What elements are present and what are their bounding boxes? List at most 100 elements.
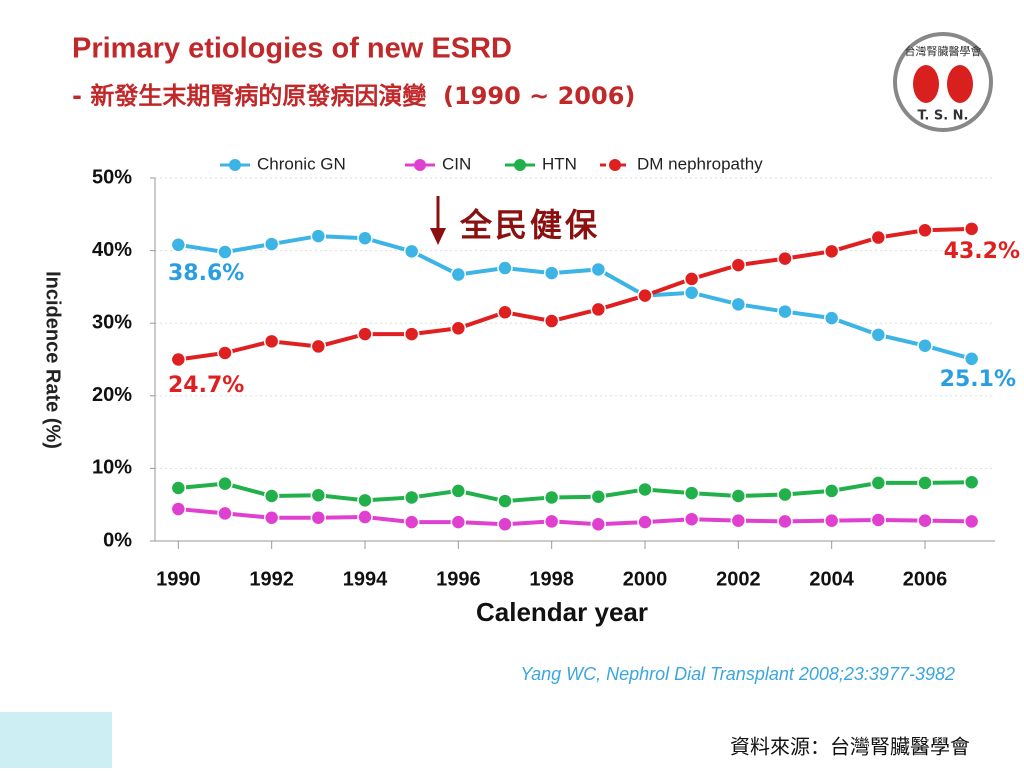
data-point	[777, 513, 793, 530]
data-point	[217, 244, 233, 260]
data-point	[870, 327, 887, 343]
annotation: 25.1%	[940, 367, 1016, 392]
data-point	[450, 483, 467, 499]
annotation-arrowhead	[430, 228, 446, 245]
data-point	[263, 510, 280, 526]
data-point	[917, 512, 933, 529]
legend-label: HTN	[542, 154, 577, 173]
citation: Yang WC, Nephrol Dial Transplant 2008;23…	[520, 664, 955, 684]
data-point	[497, 516, 513, 533]
data-point	[543, 489, 560, 506]
x-tick-label: 1998	[529, 568, 574, 590]
series-line	[178, 226, 972, 362]
data-point	[963, 513, 980, 530]
y-axis-label: Incidence Rate (%)	[42, 271, 64, 449]
data-point	[683, 271, 700, 287]
data-point	[450, 266, 467, 283]
data-point	[730, 512, 747, 529]
data-point	[497, 260, 513, 276]
data-point	[590, 488, 607, 505]
data-point	[730, 257, 747, 273]
data-point	[217, 345, 233, 361]
data-point	[917, 222, 933, 239]
legend-marker	[514, 159, 526, 171]
data-point	[403, 489, 420, 506]
corner-decoration	[0, 712, 112, 768]
data-point	[217, 475, 233, 492]
data-point	[683, 511, 700, 527]
data-point	[310, 487, 327, 504]
legend-marker	[609, 159, 621, 171]
data-point	[357, 509, 373, 525]
data-point	[403, 243, 420, 260]
data-point	[590, 516, 607, 533]
data-point	[590, 301, 607, 318]
data-point	[777, 486, 793, 503]
x-tick-label: 1994	[343, 568, 388, 590]
annotation: 24.7%	[168, 373, 244, 398]
annotation: 43.2%	[944, 239, 1020, 264]
data-point	[263, 333, 280, 350]
series-line	[178, 480, 972, 504]
data-point	[823, 310, 840, 326]
series-line	[178, 507, 972, 527]
data-point	[870, 229, 887, 246]
data-point	[963, 474, 980, 490]
x-tick-label: 2000	[623, 568, 668, 590]
logo-text: T. S. N.	[917, 109, 968, 124]
chart-subtitle: - 新發生末期腎病的原發病因演變 (1990 ~ 2006)	[72, 82, 635, 110]
data-point	[730, 488, 747, 504]
logo: 台灣腎臟醫學會 T. S. N.	[893, 32, 993, 132]
legend-label: DM nephropathy	[637, 154, 763, 173]
data-point	[170, 237, 187, 253]
legend-marker	[414, 159, 426, 171]
logo-text: 台灣腎臟醫學會	[905, 44, 982, 58]
data-point	[263, 236, 280, 252]
data-point	[870, 512, 887, 528]
data-point	[730, 296, 747, 313]
legend-marker	[229, 159, 241, 171]
data-point	[590, 261, 607, 278]
data-point	[917, 475, 933, 491]
data-point	[170, 351, 187, 368]
data-point	[543, 513, 560, 530]
y-tick-label: 0%	[103, 529, 132, 551]
series-line	[178, 234, 973, 361]
data-point	[637, 481, 653, 498]
annotation: 全民健保	[459, 206, 600, 244]
data-point	[497, 304, 513, 321]
data-point	[637, 514, 653, 530]
data-point	[450, 320, 467, 337]
x-tick-label: 2004	[809, 568, 854, 590]
data-point	[823, 512, 840, 529]
x-tick-label: 1992	[249, 568, 294, 590]
data-point	[543, 265, 560, 281]
data-point	[497, 493, 513, 509]
data-point	[263, 488, 280, 504]
data-point	[170, 501, 187, 517]
data-point	[403, 514, 420, 530]
data-point	[310, 228, 327, 244]
data-point	[777, 303, 793, 320]
data-point	[450, 514, 467, 530]
data-point	[917, 337, 933, 354]
x-tick-label: 1996	[436, 568, 481, 590]
y-tick-label: 10%	[92, 457, 132, 479]
data-point	[683, 485, 700, 501]
data-point	[170, 480, 187, 496]
data-point	[963, 351, 980, 367]
data-point	[310, 510, 327, 526]
x-tick-label: 1990	[156, 568, 201, 590]
chart-title: Primary etiologies of new ESRD	[72, 33, 512, 65]
y-tick-label: 20%	[92, 384, 132, 406]
legend-label: Chronic GN	[257, 154, 346, 173]
data-point	[963, 221, 980, 237]
data-point	[310, 338, 327, 355]
x-axis-label: Calendar year	[476, 597, 648, 627]
logo-ring	[893, 32, 993, 132]
y-tick-label: 30%	[92, 311, 132, 333]
y-tick-label: 50%	[92, 166, 132, 188]
y-tick-label: 40%	[92, 239, 132, 261]
data-point	[637, 287, 653, 304]
